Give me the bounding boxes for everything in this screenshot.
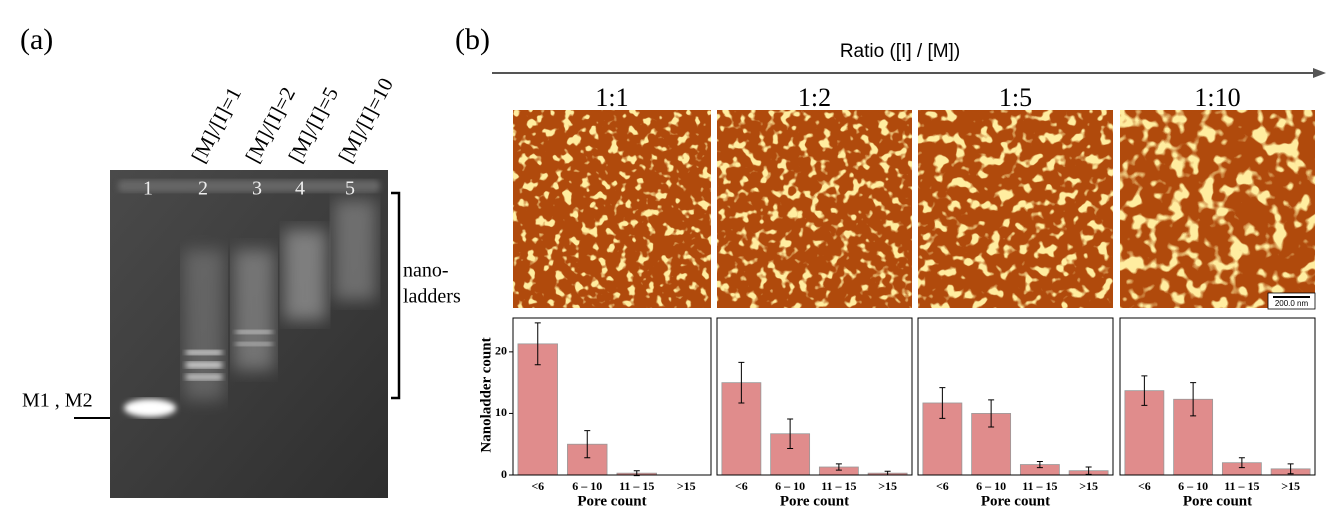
x-tick-label: 11 – 15: [821, 479, 856, 493]
y-tick-label: 0: [501, 467, 507, 481]
x-tick-label: 6 – 10: [976, 479, 1006, 493]
y-tick-label: 10: [495, 405, 507, 419]
error-bar: [1287, 463, 1294, 475]
x-tick-label: >15: [1079, 479, 1098, 493]
scale-bar-label: 200.0 nm: [1275, 299, 1309, 308]
error-bar: [534, 322, 541, 366]
bar-chart: <6 6 – 10 11 – 15 >15 Pore count: [917, 317, 1114, 509]
x-tick-label: 6 – 10: [775, 479, 805, 493]
lane-number: 3: [252, 178, 262, 200]
x-tick-label: <6: [1138, 479, 1151, 493]
x-tick-label: 6 – 10: [572, 479, 602, 493]
afm-fibres: [717, 110, 912, 308]
ratio-label: 1:5: [999, 83, 1032, 112]
error-bar: [939, 387, 946, 419]
error-bar: [1036, 460, 1043, 469]
bar-chart: <6 6 – 10 11 – 15 >15 Pore count: [1119, 317, 1316, 509]
lane-number: 5: [345, 178, 355, 200]
error-bar: [1085, 466, 1092, 475]
x-tick-label: 11 – 15: [1224, 479, 1259, 493]
error-bar: [835, 463, 842, 471]
error-bar: [787, 418, 794, 450]
plot-frame: [512, 317, 712, 476]
lane-number: 2: [198, 178, 208, 200]
afm-fibres: [1120, 110, 1315, 308]
lane-header: [M]/[I]=1: [186, 83, 246, 167]
lane-number: 4: [295, 178, 305, 200]
error-bar: [1190, 382, 1197, 417]
afm-fibres: [918, 110, 1113, 308]
x-tick-label: >15: [1281, 479, 1300, 493]
afm-fibres: [513, 110, 711, 308]
x-tick-label: 11 – 15: [619, 479, 654, 493]
gel-image: [110, 170, 388, 498]
arrow-head: [1313, 68, 1326, 78]
x-tick-label: 6 – 10: [1178, 479, 1208, 493]
marker-label: M1 , M2: [22, 390, 93, 412]
panel-label: (b): [455, 23, 490, 56]
y-axis-label: Nanoladder count: [478, 337, 494, 452]
y-tick-label: 20: [495, 344, 507, 358]
x-tick-label: >15: [878, 479, 897, 493]
error-bar: [738, 361, 745, 404]
x-axis-label: Pore count: [780, 493, 849, 509]
x-axis-label: Pore count: [577, 493, 646, 509]
x-tick-label: 11 – 15: [1022, 479, 1057, 493]
lane-header: [M]/[I]=10: [333, 74, 398, 167]
lane-number: 1: [143, 178, 153, 200]
plot-frame: [716, 317, 913, 476]
bracket: [391, 191, 401, 400]
x-tick-label: >15: [677, 479, 696, 493]
x-axis-label: Pore count: [1183, 493, 1252, 509]
error-bar: [1238, 457, 1245, 469]
x-tick-label: <6: [531, 479, 544, 493]
panel-label: (a): [20, 23, 53, 56]
ratio-label: 1:2: [798, 83, 831, 112]
error-bar: [988, 399, 995, 428]
ratio-label: 1:1: [595, 83, 628, 112]
error-bar: [584, 430, 591, 459]
plot-frame: [917, 317, 1114, 476]
bar: [517, 343, 558, 476]
error-bar: [1141, 375, 1148, 406]
bracket-label: nano-: [403, 260, 449, 282]
x-tick-label: <6: [936, 479, 949, 493]
bar-chart: 0 10 20 <6 6 – 10 11 – 15 >15 Pore count Nanolad…: [478, 317, 712, 509]
x-tick-label: <6: [735, 479, 748, 493]
bracket-label: ladders: [403, 286, 461, 308]
bar-chart: <6 6 – 10 11 – 15 >15 Pore count: [716, 317, 913, 509]
axis-title: Ratio ([I] / [M]): [840, 41, 960, 62]
ratio-label: 1:10: [1194, 83, 1240, 112]
plot-frame: [1119, 317, 1316, 476]
x-axis-label: Pore count: [981, 493, 1050, 509]
